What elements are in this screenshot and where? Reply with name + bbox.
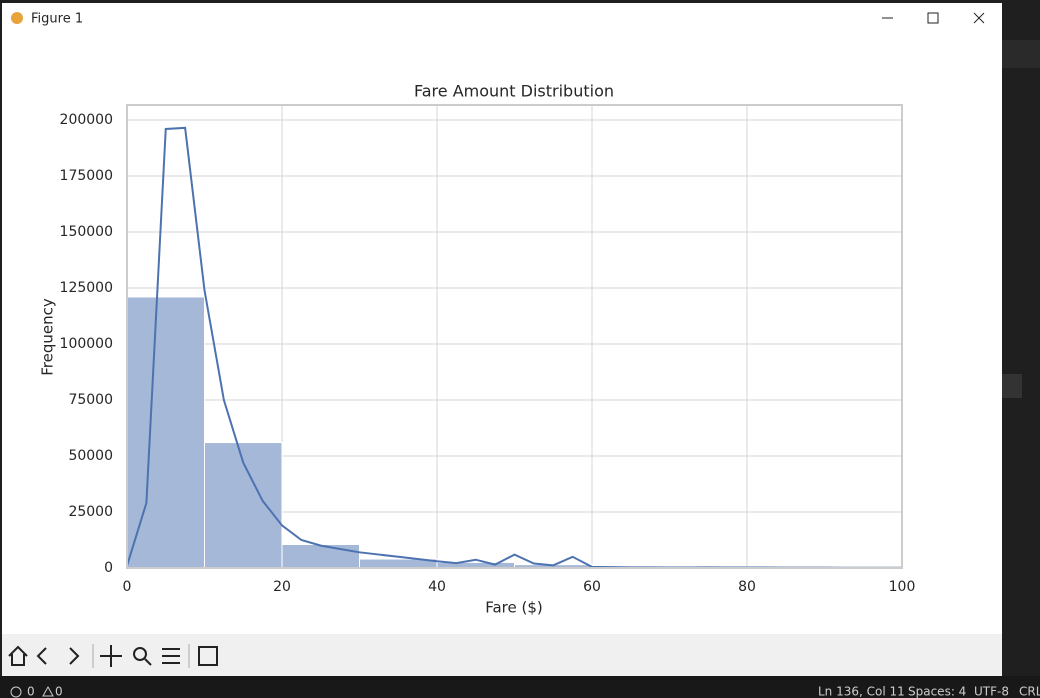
pan-button[interactable]	[100, 645, 122, 667]
x-tick-label: 60	[583, 579, 601, 595]
configure-button[interactable]	[162, 648, 180, 664]
y-tick-label: 175000	[60, 168, 113, 184]
toolbar	[2, 634, 1002, 676]
maximize-button[interactable]	[927, 12, 939, 24]
y-tick-label: 150000	[60, 224, 113, 240]
x-tick-label: 40	[428, 579, 446, 595]
y-axis-label: Frequency	[39, 298, 57, 376]
window-title: Figure 1	[31, 12, 83, 27]
warning-icon	[42, 685, 54, 697]
y-tick-label: 75000	[68, 392, 113, 408]
cursor-position[interactable]: Ln 136, Col 11	[818, 685, 905, 698]
y-tick-label: 200000	[60, 112, 113, 128]
status-bar	[0, 676, 1040, 698]
warning-count: 0	[55, 685, 63, 698]
home-button[interactable]	[8, 645, 28, 666]
chart-title: Fare Amount Distribution	[414, 82, 614, 101]
axes-frame	[126, 104, 903, 569]
close-button[interactable]	[973, 12, 985, 24]
forward-button[interactable]	[69, 647, 80, 665]
x-tick-label: 0	[123, 579, 132, 595]
histogram-bar	[281, 543, 360, 569]
line-ending[interactable]: CRL	[1019, 685, 1040, 698]
window-icon	[11, 12, 23, 24]
back-button[interactable]	[36, 647, 47, 665]
zoom-button[interactable]	[133, 647, 152, 666]
x-tick-label: 20	[273, 579, 291, 595]
y-tick-label: 0	[104, 560, 113, 576]
y-tick-label: 25000	[68, 504, 113, 520]
save-button[interactable]	[198, 646, 218, 666]
error-count: 0	[27, 685, 35, 698]
x-tick-label: 80	[738, 579, 756, 595]
chart: Fare Amount Distribution Fare ($) Freque…	[39, 82, 916, 617]
x-tick-label: 100	[889, 579, 916, 595]
encoding[interactable]: UTF-8	[974, 685, 1009, 698]
error-icon	[10, 686, 22, 698]
editor-panel	[1002, 40, 1040, 68]
y-tick-label: 125000	[60, 280, 113, 296]
editor-input	[1002, 374, 1022, 398]
x-axis-label: Fare ($)	[485, 599, 543, 617]
y-tick-label: 50000	[68, 448, 113, 464]
y-tick-label: 100000	[60, 336, 113, 352]
indentation[interactable]: Spaces: 4	[908, 685, 966, 698]
